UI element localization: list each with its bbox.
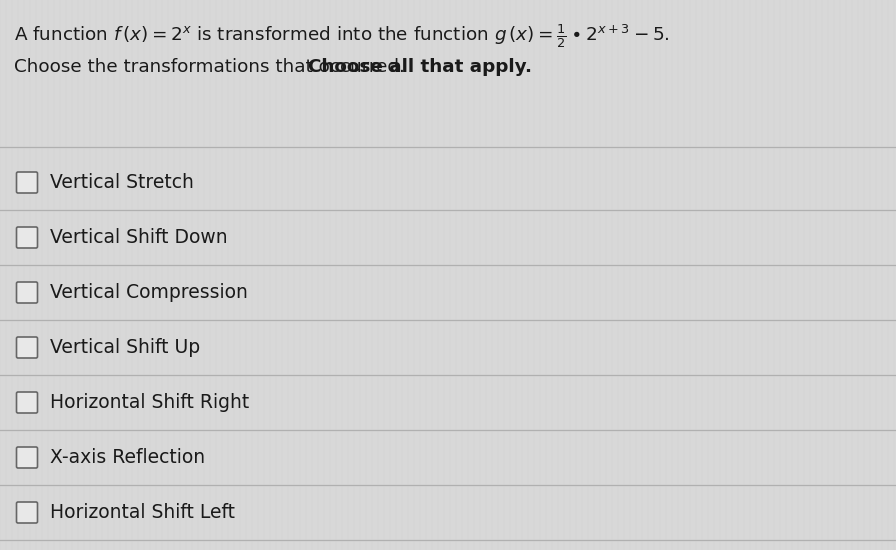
Text: Vertical Shift Up: Vertical Shift Up: [50, 338, 200, 357]
Text: Vertical Stretch: Vertical Stretch: [50, 173, 194, 192]
Text: A function $f\,(x) = 2^x$ is transformed into the function $g\,(x) = \frac{1}{2}: A function $f\,(x) = 2^x$ is transformed…: [14, 22, 669, 50]
Text: Horizontal Shift Right: Horizontal Shift Right: [50, 393, 249, 412]
FancyBboxPatch shape: [16, 447, 38, 468]
FancyBboxPatch shape: [16, 337, 38, 358]
FancyBboxPatch shape: [16, 392, 38, 413]
Text: Choose all that apply.: Choose all that apply.: [308, 58, 532, 76]
FancyBboxPatch shape: [16, 502, 38, 523]
Text: Horizontal Shift Left: Horizontal Shift Left: [50, 503, 235, 522]
Text: X-axis Reflection: X-axis Reflection: [50, 448, 205, 467]
Text: Choose the transformations that occurred.: Choose the transformations that occurred…: [14, 58, 410, 76]
FancyBboxPatch shape: [16, 172, 38, 193]
Text: Vertical Shift Down: Vertical Shift Down: [50, 228, 228, 247]
FancyBboxPatch shape: [16, 227, 38, 248]
FancyBboxPatch shape: [16, 282, 38, 303]
Text: Vertical Compression: Vertical Compression: [50, 283, 248, 302]
